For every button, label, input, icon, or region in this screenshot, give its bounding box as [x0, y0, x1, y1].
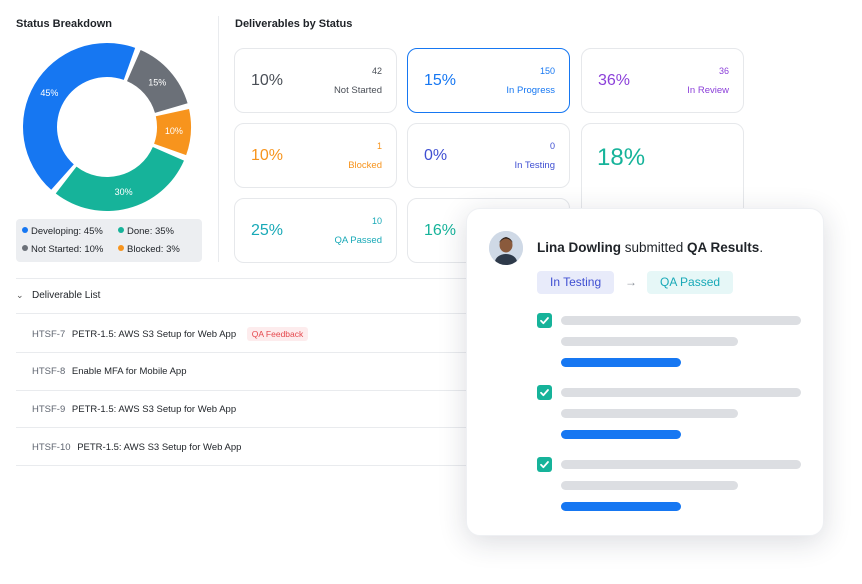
card-count: 42 — [371, 66, 382, 76]
row-divider — [16, 313, 478, 314]
card-label: In Testing — [514, 160, 556, 171]
placeholder-text-bar — [561, 460, 801, 469]
legend-item-done: Done: 35% — [118, 226, 174, 237]
item-key: HTSF-10 — [32, 442, 71, 453]
legend-item-blocked: Blocked: 3% — [118, 244, 180, 255]
list-item[interactable]: HTSF-9 PETR-1.5: AWS S3 Setup for Web Ap… — [32, 404, 236, 415]
status-card-not-started[interactable]: 10% 42 Not Started — [234, 48, 397, 113]
placeholder-text-bar — [561, 481, 738, 490]
placeholder-text-bar — [561, 409, 738, 418]
status-card-qa-passed[interactable]: 25% 10 QA Passed — [234, 198, 397, 263]
legend-dot-icon — [22, 227, 28, 233]
placeholder-text-bar — [561, 388, 801, 397]
row-divider — [16, 390, 478, 391]
status-badge: QA Feedback — [246, 327, 309, 341]
item-title: PETR-1.5: AWS S3 Setup for Web App — [71, 404, 237, 415]
placeholder-link-bar — [561, 430, 681, 439]
chevron-down-icon: ⌄ — [16, 290, 24, 300]
from-status-pill: In Testing — [537, 271, 615, 294]
card-label: Blocked — [348, 160, 382, 171]
card-count: 36 — [718, 66, 729, 76]
card-count: 1 — [376, 141, 382, 151]
placeholder-text-bar — [561, 316, 801, 325]
card-label: In Review — [687, 85, 729, 96]
legend-item-developing: Developing: 45% — [22, 226, 103, 237]
to-status-pill: QA Passed — [647, 271, 734, 294]
placeholder-link-bar — [561, 358, 681, 367]
card-count: 0 — [549, 141, 555, 151]
checkbox-checked-icon[interactable] — [537, 385, 552, 400]
row-divider — [16, 465, 478, 466]
notification-suffix: . — [759, 240, 764, 255]
card-percent: 36% — [598, 72, 631, 89]
donut-slice-label: 45% — [40, 88, 58, 98]
card-percent: 10% — [251, 147, 284, 164]
checkbox-checked-icon[interactable] — [537, 313, 552, 328]
legend-dot-icon — [118, 227, 124, 233]
status-card-in-progress[interactable]: 15% 150 In Progress — [407, 48, 570, 113]
status-card-in-testing[interactable]: 0% 0 In Testing — [407, 123, 570, 188]
status-card-in-review[interactable]: 36% 36 In Review — [581, 48, 744, 113]
card-percent: 10% — [251, 72, 284, 89]
item-title: PETR-1.5: AWS S3 Setup for Web App — [71, 329, 237, 340]
notification-object: QA Results — [687, 240, 760, 255]
row-divider — [16, 352, 478, 353]
card-label: QA Passed — [334, 235, 382, 246]
row-divider — [16, 427, 478, 428]
card-label: Not Started — [333, 85, 382, 96]
avatar — [489, 231, 523, 265]
status-donut-chart: 45% 15% 10% 30% — [23, 42, 191, 211]
list-item[interactable]: HTSF-8 Enable MFA for Mobile App — [32, 366, 186, 377]
item-title: Enable MFA for Mobile App — [71, 366, 187, 377]
item-key: HTSF-8 — [32, 366, 66, 377]
notification-action: submitted — [621, 240, 688, 255]
donut-slice-label: 10% — [165, 126, 183, 136]
card-percent: 25% — [251, 222, 284, 239]
card-label: In Progress — [506, 85, 555, 96]
donut-slice-not-started[interactable] — [127, 50, 188, 113]
placeholder-link-bar — [561, 502, 681, 511]
deliverable-list-toggle[interactable]: ⌄ Deliverable List — [16, 290, 100, 301]
placeholder-text-bar — [561, 337, 738, 346]
section-divider — [218, 16, 219, 262]
notification-message: Lina Dowling submitted QA Results. — [537, 240, 763, 255]
arrow-right-icon: → — [625, 275, 637, 289]
list-item[interactable]: HTSF-7 PETR-1.5: AWS S3 Setup for Web Ap… — [32, 327, 309, 341]
card-count: 150 — [539, 66, 555, 76]
list-item[interactable]: HTSF-10 PETR-1.5: AWS S3 Setup for Web A… — [32, 442, 241, 453]
legend-item-not-started: Not Started: 10% — [22, 244, 103, 255]
donut-slice-developing[interactable] — [23, 42, 136, 190]
donut-slice-label: 15% — [148, 78, 166, 88]
card-percent: 15% — [424, 72, 457, 89]
card-percent: 0% — [424, 147, 448, 164]
notification-user: Lina Dowling — [537, 240, 621, 255]
deliverable-list-title: Deliverable List — [32, 290, 101, 301]
status-card-blocked[interactable]: 10% 1 Blocked — [234, 123, 397, 188]
checkbox-checked-icon[interactable] — [537, 457, 552, 472]
qa-results-notification-card[interactable]: Lina Dowling submitted QA Results. In Te… — [466, 208, 824, 536]
donut-slice-blocked[interactable] — [154, 108, 191, 156]
deliverables-by-status-title: Deliverables by Status — [235, 18, 353, 30]
legend-dot-icon — [22, 245, 28, 251]
status-legend: Developing: 45% Done: 35% Not Started: 1… — [16, 219, 202, 262]
item-title: PETR-1.5: AWS S3 Setup for Web App — [77, 442, 242, 453]
card-percent: 16% — [424, 222, 457, 239]
donut-slice-done[interactable] — [55, 147, 184, 211]
legend-dot-icon — [118, 245, 124, 251]
status-breakdown-title: Status Breakdown — [16, 18, 112, 30]
list-top-divider — [16, 278, 478, 279]
card-percent: 18% — [597, 144, 646, 171]
item-key: HTSF-7 — [32, 329, 66, 340]
card-count: 10 — [371, 216, 382, 226]
item-key: HTSF-9 — [32, 404, 66, 415]
donut-slice-label: 30% — [115, 187, 133, 197]
